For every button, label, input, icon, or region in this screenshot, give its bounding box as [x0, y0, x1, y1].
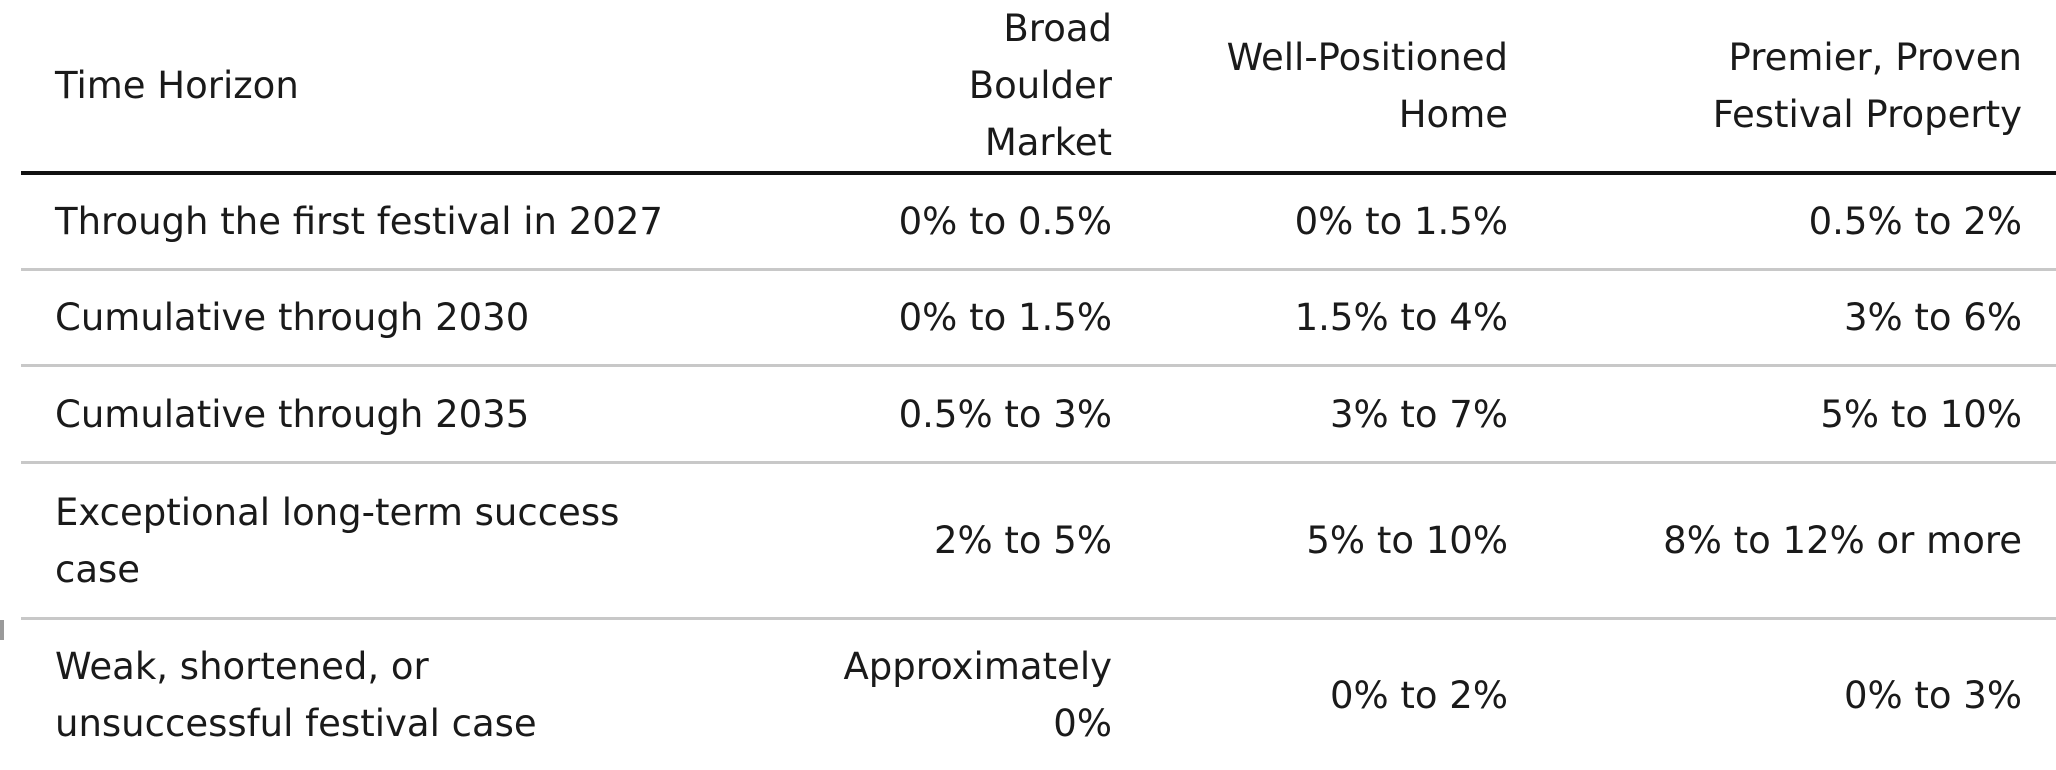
row-label: Cumulative through 2035	[21, 366, 782, 463]
cell-premier-proven-festival-property: 8% to 12% or more	[1542, 463, 2056, 619]
header-time-horizon: Time Horizon	[21, 0, 782, 173]
cell-well-positioned-home: 3% to 7%	[1146, 366, 1542, 463]
cell-broad-boulder-market: 0% to 1.5%	[782, 270, 1146, 366]
cell-broad-boulder-market: 0.5% to 3%	[782, 366, 1146, 463]
header-well-positioned-home-label: Well-Positioned Home	[1208, 29, 1508, 143]
appreciation-table: Time Horizon Broad Boulder Market Well-P…	[21, 0, 2056, 770]
cell-premier-proven-festival-property: 3% to 6%	[1542, 270, 2056, 366]
cell-broad-boulder-market: 2% to 5%	[782, 463, 1146, 619]
table-row: Exceptional long-term success case 2% to…	[21, 463, 2056, 619]
cell-well-positioned-home: 0% to 2%	[1146, 619, 1542, 770]
row-label: Weak, shortened, or unsuccessful festiva…	[21, 619, 782, 770]
table-header: Time Horizon Broad Boulder Market Well-P…	[21, 0, 2056, 173]
row-label-text: Exceptional long-term success case	[55, 484, 655, 598]
cell-broad-boulder-market: 0% to 0.5%	[782, 173, 1146, 270]
cell-well-positioned-home: 1.5% to 4%	[1146, 270, 1542, 366]
cell-premier-proven-festival-property: 0% to 3%	[1542, 619, 2056, 770]
cell-broad-boulder-market: Approximately 0%	[782, 619, 1146, 770]
header-row: Time Horizon Broad Boulder Market Well-P…	[21, 0, 2056, 173]
table-row: Through the first festival in 2027 0% to…	[21, 173, 2056, 270]
header-broad-boulder-market: Broad Boulder Market	[782, 0, 1146, 173]
row-label-text: Weak, shortened, or unsuccessful festiva…	[55, 638, 615, 752]
header-premier-proven-festival-property-label: Premier, Proven Festival Property	[1692, 29, 2022, 143]
row-label: Cumulative through 2030	[21, 270, 782, 366]
header-broad-boulder-market-label: Broad Boulder Market	[872, 0, 1112, 171]
row-label: Through the first festival in 2027	[21, 173, 782, 270]
table-row: Cumulative through 2035 0.5% to 3% 3% to…	[21, 366, 2056, 463]
row-label: Exceptional long-term success case	[21, 463, 782, 619]
table-row: Weak, shortened, or unsuccessful festiva…	[21, 619, 2056, 770]
table-body: Through the first festival in 2027 0% to…	[21, 173, 2056, 770]
cell-premier-proven-festival-property: 0.5% to 2%	[1542, 173, 2056, 270]
header-well-positioned-home: Well-Positioned Home	[1146, 0, 1542, 173]
table-row: Cumulative through 2030 0% to 1.5% 1.5% …	[21, 270, 2056, 366]
left-edge-marker	[0, 620, 4, 640]
cell-well-positioned-home: 0% to 1.5%	[1146, 173, 1542, 270]
cell-well-positioned-home: 5% to 10%	[1146, 463, 1542, 619]
header-premier-proven-festival-property: Premier, Proven Festival Property	[1542, 0, 2056, 173]
cell-premier-proven-festival-property: 5% to 10%	[1542, 366, 2056, 463]
